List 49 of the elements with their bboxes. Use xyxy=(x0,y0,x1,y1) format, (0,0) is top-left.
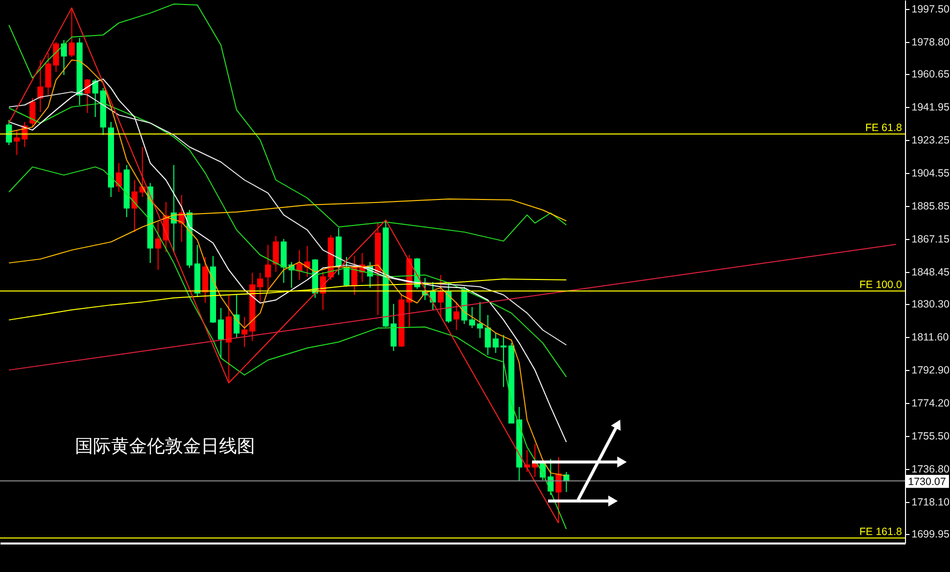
candlestick xyxy=(241,316,248,348)
y-tick-label: 1978.80 xyxy=(912,36,950,48)
candlestick xyxy=(132,180,138,233)
candlestick xyxy=(438,274,444,318)
line-series xyxy=(8,4,567,242)
ref-line-label: 1730.07 xyxy=(908,476,946,488)
candlestick xyxy=(344,256,350,288)
candlestick xyxy=(6,120,12,146)
y-tick-label: 1885.85 xyxy=(912,200,950,213)
y-tick-label: 1792.90 xyxy=(912,364,950,377)
y-tick-label: 1718.10 xyxy=(912,496,950,509)
candlestick xyxy=(68,7,75,58)
y-tick-label: 1941.95 xyxy=(912,102,950,114)
y-tick-label: 1867.15 xyxy=(912,234,950,246)
y-tick-label: 1830.30 xyxy=(912,298,950,311)
candlestick xyxy=(555,456,562,524)
line-series xyxy=(8,198,567,264)
candlestick xyxy=(304,246,310,278)
candlestick xyxy=(453,301,460,330)
candlestick xyxy=(29,97,36,128)
candlestick xyxy=(476,301,483,338)
candlestick xyxy=(265,244,272,290)
y-tick-label: 1736.80 xyxy=(912,464,950,476)
candlestick xyxy=(234,294,240,338)
candlestick xyxy=(84,78,90,114)
y-tick-label: 1960.65 xyxy=(912,68,950,81)
candlestick xyxy=(296,250,302,280)
ref-line-label: FE 61.8 xyxy=(865,122,902,134)
y-tick-label: 1774.20 xyxy=(912,398,950,410)
candlestick xyxy=(53,42,60,72)
line-series xyxy=(8,166,567,530)
candlestick xyxy=(60,40,67,76)
candlestick xyxy=(272,235,279,272)
ref-line-label: FE 100.0 xyxy=(859,279,902,291)
y-tick-label: 1755.50 xyxy=(912,430,950,443)
y-tick-label: 1811.60 xyxy=(912,332,949,344)
y-tick-label: 1923.25 xyxy=(912,134,950,147)
candlestick xyxy=(500,334,507,388)
candlestick xyxy=(155,222,162,270)
candlestick xyxy=(116,162,122,192)
line-series xyxy=(8,102,567,378)
y-tick-label: 1699.95 xyxy=(912,528,950,541)
y-tick-label: 1904.55 xyxy=(912,168,950,180)
y-tick-label: 1997.50 xyxy=(912,4,950,16)
y-tick-label: 1848.45 xyxy=(912,266,950,279)
text: 国际黄金伦敦金日线图 xyxy=(75,436,255,457)
candlestick xyxy=(218,307,224,359)
line-series xyxy=(8,7,559,524)
ref-line-label: FE 161.8 xyxy=(859,526,902,538)
